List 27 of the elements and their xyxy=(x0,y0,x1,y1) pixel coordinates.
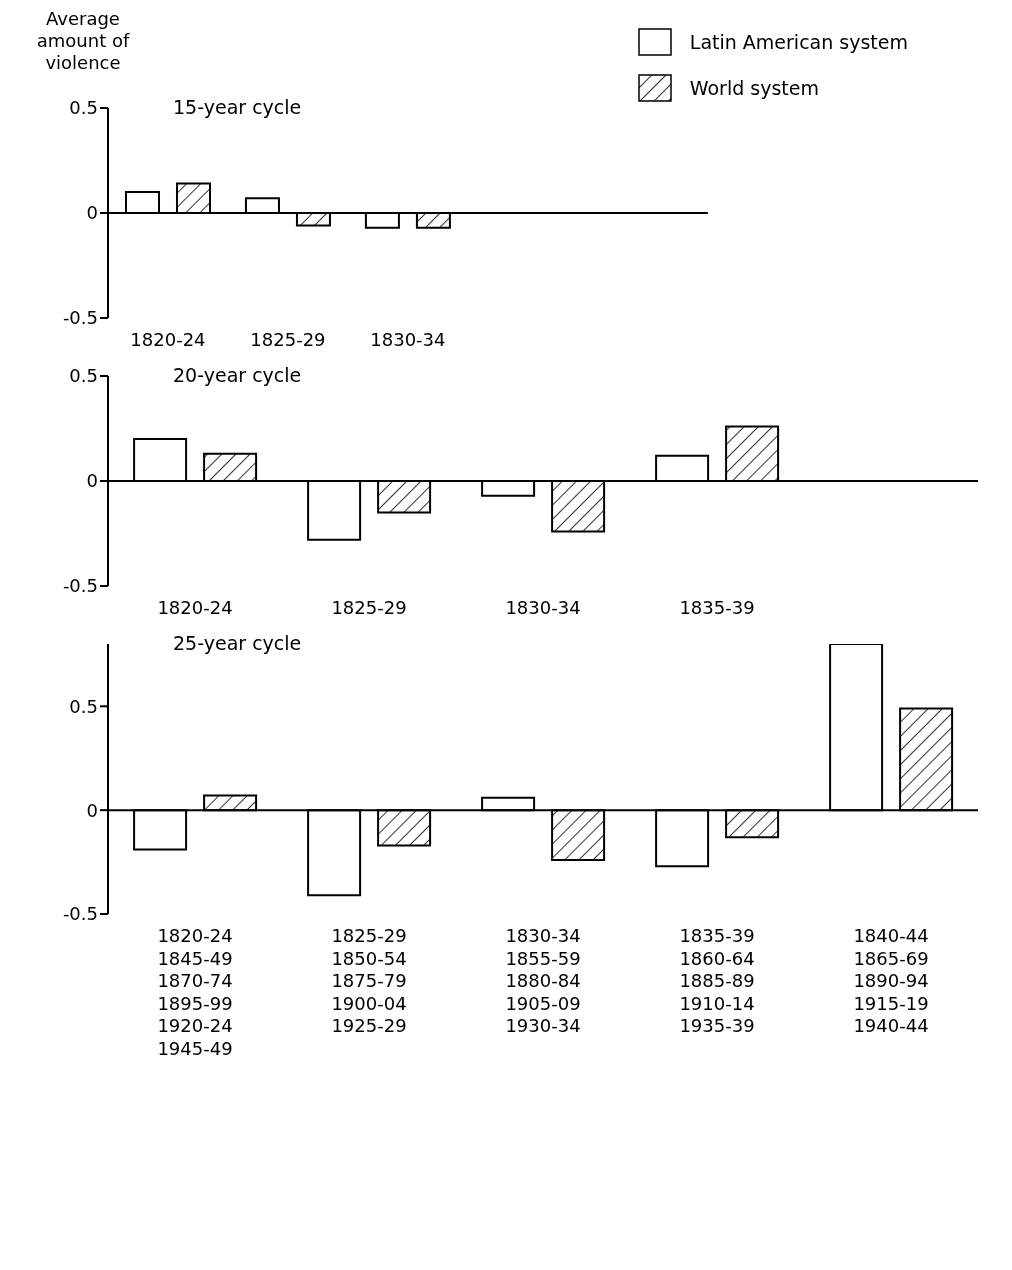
y-tick-label: -0.5 xyxy=(62,575,98,597)
y-tick-label: 0.5 xyxy=(69,695,98,717)
y-tick-label: 0 xyxy=(86,470,98,492)
y-axis-title: Average amount of violence xyxy=(35,8,131,74)
x-tick-label: 1820-24 1845-49 1870-74 1895-99 1920-24 1945-49 xyxy=(157,925,233,1059)
y-tick-label: 0.5 xyxy=(69,97,98,119)
x-tick-label: 1825-29 xyxy=(250,329,326,351)
y-tick-label: 0.5 xyxy=(69,365,98,387)
x-tick-label: 1825-29 1850-54 1875-79 1900-04 1925-29 xyxy=(331,925,407,1037)
y-tick-label: -0.5 xyxy=(62,903,98,925)
x-tick-label: 1820-24 xyxy=(130,329,206,351)
x-tick-label: 1840-44 1865-69 1890-94 1915-19 1940-44 xyxy=(853,925,929,1037)
chart-title: 25-year cycle xyxy=(173,632,302,654)
y-tick-label: -0.5 xyxy=(62,307,98,329)
x-tick-label: 1830-34 xyxy=(370,329,446,351)
chart-title: 15-year cycle xyxy=(173,96,302,118)
legend-label: Latin American system xyxy=(689,31,908,53)
x-tick-label: 1835-39 1860-64 1885-89 1910-14 1935-39 xyxy=(679,925,755,1037)
y-tick-label: 0 xyxy=(86,202,98,224)
x-tick-label: 1830-34 1855-59 1880-84 1905-09 1930-34 xyxy=(505,925,581,1037)
y-tick-label: 0 xyxy=(86,799,98,821)
chart-title: 20-year cycle xyxy=(173,364,302,386)
x-tick-label: 1820-24 xyxy=(157,597,233,619)
x-tick-label: 1835-39 xyxy=(679,597,755,619)
legend-label: World system xyxy=(689,77,819,99)
x-tick-label: 1825-29 xyxy=(331,597,407,619)
x-tick-label: 1830-34 xyxy=(505,597,581,619)
